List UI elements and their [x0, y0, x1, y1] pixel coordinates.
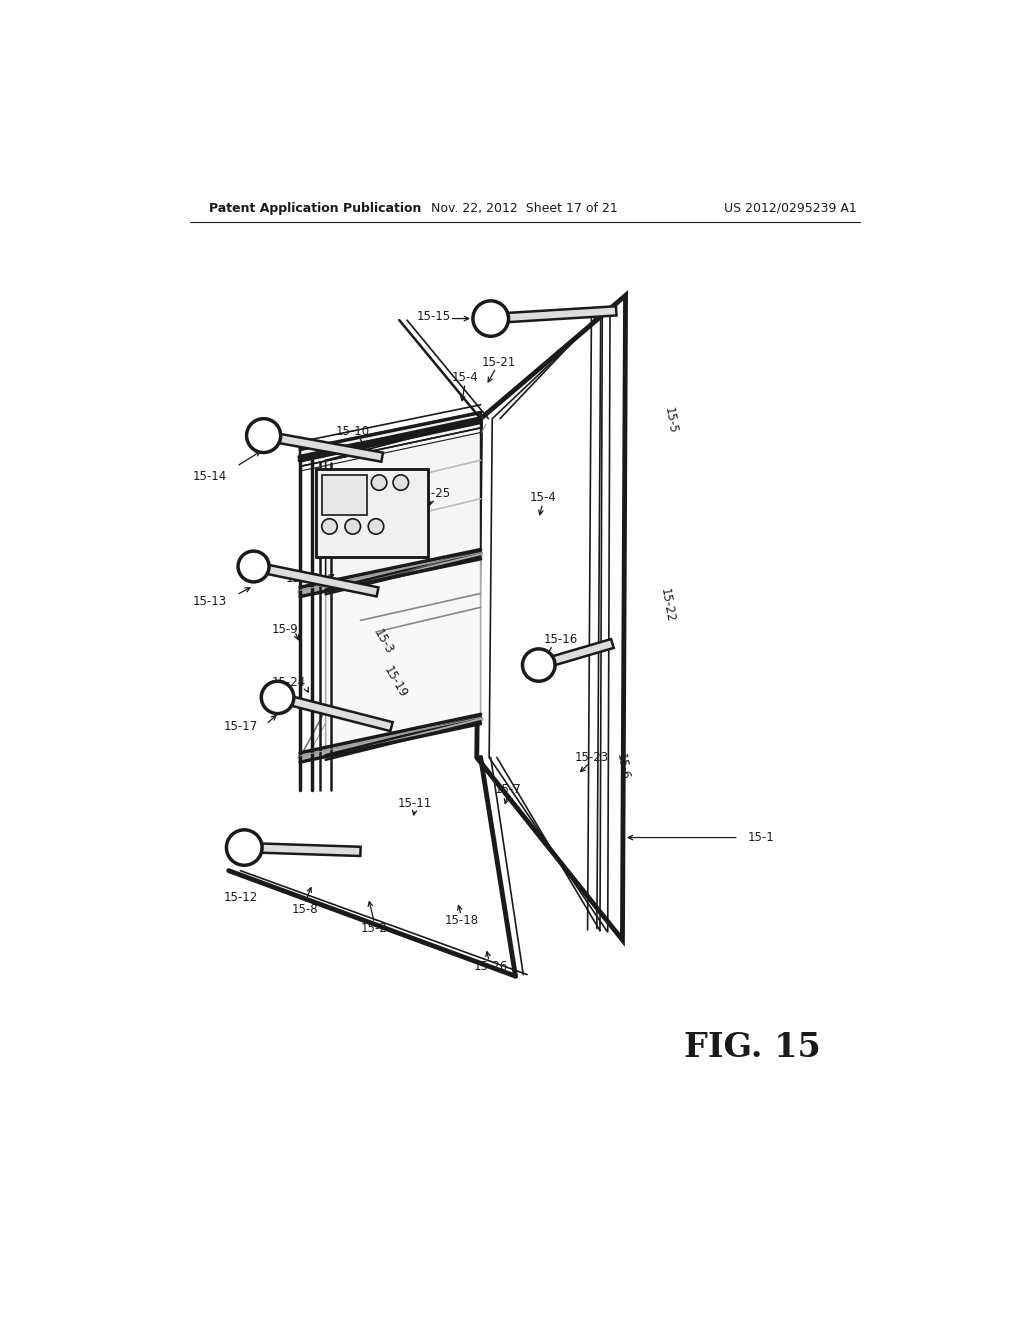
Text: 15-26: 15-26 [473, 961, 508, 973]
Text: 15-2: 15-2 [361, 921, 388, 935]
Text: 15-8: 15-8 [292, 903, 318, 916]
Text: 15-21: 15-21 [481, 356, 515, 370]
Polygon shape [538, 639, 613, 669]
Circle shape [369, 519, 384, 535]
Text: 15-13: 15-13 [194, 594, 227, 607]
Text: 15-22: 15-22 [657, 587, 676, 623]
Circle shape [261, 681, 294, 714]
Text: 15-4: 15-4 [529, 491, 556, 504]
Text: 15-20: 15-20 [286, 572, 321, 585]
Text: US 2012/0295239 A1: US 2012/0295239 A1 [724, 202, 856, 215]
Polygon shape [263, 432, 383, 462]
Circle shape [226, 830, 262, 866]
Polygon shape [244, 843, 360, 855]
Circle shape [238, 552, 269, 582]
Circle shape [522, 649, 555, 681]
Polygon shape [477, 296, 626, 940]
Text: 15-10: 15-10 [336, 425, 370, 438]
Bar [315, 469, 428, 557]
Text: 15-24: 15-24 [272, 676, 306, 689]
Polygon shape [326, 420, 480, 591]
Text: 15-19: 15-19 [381, 664, 410, 700]
Text: 15-18: 15-18 [444, 915, 478, 927]
Text: 15-9: 15-9 [271, 623, 299, 636]
Text: 15-3: 15-3 [372, 627, 396, 657]
Text: 15-15: 15-15 [417, 310, 452, 323]
Circle shape [473, 301, 509, 337]
Text: Nov. 22, 2012  Sheet 17 of 21: Nov. 22, 2012 Sheet 17 of 21 [431, 202, 618, 215]
Text: 15-11: 15-11 [397, 797, 432, 810]
Text: 15-25: 15-25 [417, 487, 452, 500]
Polygon shape [253, 562, 379, 597]
Text: 15-14: 15-14 [193, 470, 227, 483]
Text: 15-1: 15-1 [748, 832, 775, 843]
Bar [315, 469, 428, 557]
Circle shape [372, 475, 387, 490]
Circle shape [393, 475, 409, 490]
Polygon shape [490, 306, 616, 323]
Text: 15-6: 15-6 [613, 752, 631, 781]
Text: 15-4: 15-4 [452, 371, 478, 384]
Text: Patent Application Publication: Patent Application Publication [209, 202, 422, 215]
Text: FIG. 15: FIG. 15 [683, 1031, 820, 1064]
Text: 15-12: 15-12 [224, 891, 258, 904]
Polygon shape [276, 693, 392, 731]
Text: 15-23: 15-23 [574, 751, 608, 764]
Text: 15-7: 15-7 [495, 783, 521, 796]
Circle shape [247, 418, 281, 453]
Bar [322, 475, 367, 515]
Polygon shape [300, 412, 480, 459]
Text: 15-16: 15-16 [544, 634, 578, 647]
Text: 15-17: 15-17 [224, 721, 258, 733]
Circle shape [322, 519, 337, 535]
Circle shape [345, 519, 360, 535]
Text: 15-5: 15-5 [662, 407, 679, 434]
Polygon shape [326, 554, 480, 758]
